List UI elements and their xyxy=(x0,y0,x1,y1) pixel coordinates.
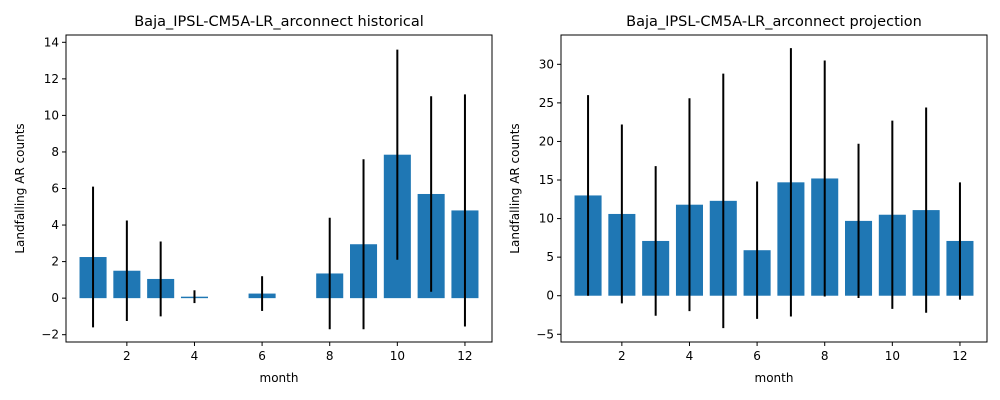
x-tick-label-historical-4: 4 xyxy=(191,349,199,363)
chart-historical: 2 4 6 8 10 12 −2 0 2 4 6 8 10 12 14 Baja_IPSL-CM5A-LR_a… xyxy=(13,14,493,385)
y-tick-label-historical-0: 0 xyxy=(51,291,59,305)
x-tick-label-historical-12: 12 xyxy=(457,349,472,363)
y-tick-label-historical-2: 2 xyxy=(51,255,59,269)
y-tick-label-historical-6: 6 xyxy=(51,182,59,196)
y-tick-label-projection-30: 30 xyxy=(539,57,554,71)
y-tick-label-historical-14: 14 xyxy=(44,35,59,49)
x-tick-label-projection-4: 4 xyxy=(686,349,694,363)
y-tick-label-projection-5: 5 xyxy=(546,250,554,264)
y-tick-label-historical-12: 12 xyxy=(44,72,59,86)
y-axis-label-historical: Landfalling AR counts xyxy=(13,123,27,253)
y-tick-label-projection-15: 15 xyxy=(539,173,554,187)
y-tick-label-historical-8: 8 xyxy=(51,145,59,159)
x-axis-label-projection: month xyxy=(755,371,794,385)
y-tick-label-historical-10: 10 xyxy=(44,108,59,122)
x-tick-label-projection-2: 2 xyxy=(618,349,626,363)
x-tick-label-projection-8: 8 xyxy=(821,349,829,363)
x-tick-label-historical-2: 2 xyxy=(123,349,131,363)
y-axis-label-projection: Landfalling AR counts xyxy=(508,123,522,253)
x-tick-label-historical-6: 6 xyxy=(258,349,266,363)
y-tick-label-projection-20: 20 xyxy=(539,134,554,148)
axes-frame-projection xyxy=(560,34,988,343)
x-tick-label-historical-8: 8 xyxy=(326,349,334,363)
y-tick-label-projection-10: 10 xyxy=(539,212,554,226)
y-tick-label-historical--2: −2 xyxy=(41,328,59,342)
y-tick-label-historical-4: 4 xyxy=(51,218,59,232)
x-tick-label-projection-12: 12 xyxy=(952,349,967,363)
chart-projection: 2 4 6 8 10 12 −5 0 5 10 15 20 25 30 Baja_IPSL-CM5A-LR_… xyxy=(508,14,988,385)
x-tick-label-historical-10: 10 xyxy=(390,349,405,363)
chart-title-historical: Baja_IPSL-CM5A-LR_arconnect historical xyxy=(134,14,424,30)
x-tick-label-projection-6: 6 xyxy=(753,349,761,363)
y-tick-label-projection--5: −5 xyxy=(536,327,554,341)
x-tick-label-projection-10: 10 xyxy=(885,349,900,363)
x-axis-label-historical: month xyxy=(260,371,299,385)
chart-title-projection: Baja_IPSL-CM5A-LR_arconnect projection xyxy=(626,14,922,30)
y-tick-label-projection-0: 0 xyxy=(546,289,554,303)
y-tick-label-projection-25: 25 xyxy=(539,96,554,110)
